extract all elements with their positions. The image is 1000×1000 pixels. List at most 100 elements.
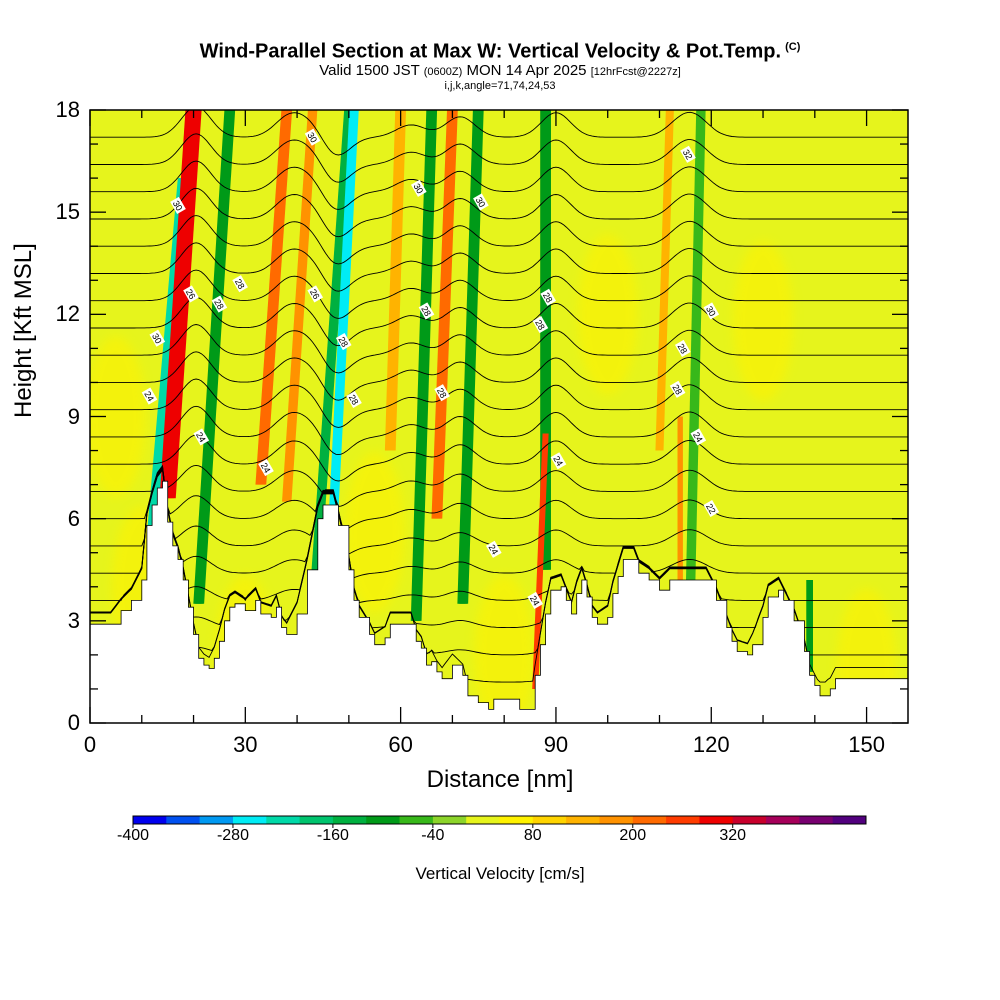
colorbar-swatch — [532, 816, 567, 824]
contour-label: 26 — [183, 285, 199, 303]
contour-label: 24 — [258, 459, 274, 477]
y-tick-label: 18 — [55, 97, 80, 122]
contour-label-box — [304, 128, 321, 146]
colorbar-frame — [132, 815, 867, 825]
downdraft-band — [410, 110, 438, 621]
contour-label-text: 30 — [704, 304, 718, 318]
updraft-band — [384, 110, 407, 451]
contour-label: 24 — [193, 428, 210, 446]
colorbar-swatch — [766, 816, 800, 824]
updraft-band — [431, 110, 458, 519]
contour-label-box — [703, 499, 720, 518]
contour-label-text: 30 — [305, 131, 319, 145]
x-tick-label: 150 — [848, 732, 885, 757]
downdraft-band — [806, 579, 813, 672]
theta-isentrope — [90, 160, 908, 210]
theta-isentrope — [90, 215, 908, 265]
y-tick-label: 9 — [67, 403, 80, 429]
contour-label-text: 30 — [474, 195, 488, 209]
x-axis-label: Distance [nm] — [426, 766, 574, 793]
colorbar — [132, 815, 867, 828]
contour-label: 24 — [141, 387, 158, 405]
colorbar-swatch — [133, 816, 167, 824]
contour-label: 28 — [418, 302, 435, 320]
y-tick-label: 6 — [67, 505, 80, 531]
colorbar-swatch — [666, 816, 700, 824]
colorbar-swatch — [466, 816, 500, 824]
colorbar-tick-label: -160 — [316, 827, 349, 844]
colorbar-tick-label: 200 — [619, 827, 647, 844]
contour-label-text: 24 — [487, 543, 501, 557]
colorbar-swatch — [166, 816, 201, 824]
weak-updraft-patch — [836, 588, 897, 723]
copyright-mark: (C) — [785, 41, 801, 53]
y-tick-label: 0 — [67, 710, 80, 735]
weak-updraft-patch — [474, 574, 535, 723]
theta-isentrope — [90, 351, 908, 401]
contour-label-box — [669, 380, 686, 398]
contour-label: 28 — [434, 384, 450, 402]
weak-updraft-patch — [577, 234, 638, 395]
contour-label: 30 — [703, 302, 720, 320]
weak-updraft-patch — [733, 241, 794, 402]
contour-label-text: 30 — [150, 332, 164, 346]
contour-label: 30 — [473, 193, 489, 211]
contour-label: 28 — [674, 339, 691, 357]
contour-label: 28 — [532, 316, 549, 334]
colorbar-title: Vertical Velocity [cm/s] — [415, 864, 585, 883]
contour-label: 28 — [232, 275, 248, 293]
contour-label-text: 30 — [171, 199, 185, 213]
contour-label: 24 — [550, 452, 567, 470]
contour-label-box — [149, 329, 166, 347]
theta-isentrope — [90, 465, 908, 555]
contour-label: 30 — [149, 329, 166, 347]
contour-label: 30 — [410, 179, 427, 197]
colorbar-swatch — [566, 816, 600, 824]
weak-updraft-patch — [90, 336, 146, 497]
colorbar-tick-label: 80 — [523, 827, 542, 844]
terrain — [90, 480, 908, 723]
theta-isentrope — [90, 466, 908, 579]
contour-label-box — [335, 333, 352, 351]
updraft-band — [159, 110, 202, 499]
contour-label: 24 — [690, 428, 707, 446]
x-tick-label: 120 — [692, 732, 730, 757]
forecast-info: [12hrFcst@2227z] — [590, 65, 681, 78]
theta-isentrope — [90, 242, 908, 292]
colorbar-swatch — [499, 816, 534, 824]
colorbar-tick-label: -400 — [116, 827, 150, 844]
colorbar-swatch — [799, 816, 834, 824]
colorbar-swatch — [699, 816, 734, 824]
y-tick-label: 3 — [67, 607, 80, 633]
downdraft-band — [457, 110, 484, 604]
x-tick-label: 30 — [233, 732, 258, 757]
axis-ticks — [89, 109, 908, 724]
contour-labels: 30 26 28 28 30 24 24 24 30 26 28 28 30 30 28 28 28 28 24 24… — [141, 128, 720, 609]
contour-label-box — [550, 452, 567, 470]
downdraft-band — [193, 110, 236, 604]
colorbar-swatch — [366, 816, 400, 824]
contour-label-box — [485, 540, 502, 558]
contour-label-text: 28 — [435, 386, 449, 400]
contour-label-box — [346, 390, 362, 409]
title-text: Wind-Parallel Section at Max W: Vertical… — [199, 40, 782, 63]
contour-label-box — [434, 384, 450, 402]
contour-label-box — [674, 339, 691, 357]
valid-date: MON 14 Apr 2025 — [466, 61, 587, 79]
contour-label-box — [141, 387, 158, 405]
terrain-mask — [90, 480, 908, 723]
theta-isentrope — [90, 467, 908, 604]
contour-label-text: 28 — [233, 277, 247, 291]
contour-label-box — [410, 179, 427, 197]
contour-label-box — [307, 285, 324, 303]
colorbar-swatch — [332, 816, 367, 824]
theta-isentrope — [90, 378, 908, 428]
theta-isentrope — [90, 133, 908, 183]
colorbar-swatch — [432, 816, 467, 824]
contour-label: 28 — [335, 333, 352, 351]
weak-updraft-patch — [344, 452, 405, 613]
valid-utc: (0600Z) — [423, 65, 463, 78]
contour-label-text: 30 — [412, 182, 426, 196]
contour-label-text: 28 — [212, 298, 226, 312]
